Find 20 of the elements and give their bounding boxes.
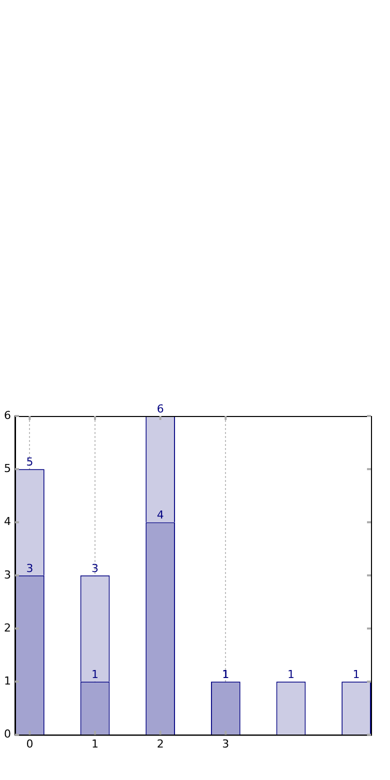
- data-label: 4: [156, 508, 164, 522]
- data-label: 1: [92, 668, 99, 682]
- x-tick-label: 1: [92, 737, 99, 750]
- total-label: 5: [26, 455, 34, 468]
- total-label: 3: [92, 562, 99, 575]
- x-tick-label: 0: [26, 737, 34, 750]
- y-tick-label: 4: [4, 515, 11, 528]
- y-tick-label: 0: [4, 728, 11, 741]
- total-label: 1: [222, 668, 230, 682]
- total-label: 6: [156, 402, 164, 416]
- data-label: 3: [26, 562, 34, 575]
- y-tick-label: 2: [4, 621, 11, 634]
- x-tick-label: 2: [156, 737, 164, 750]
- y-tick-label: 6: [4, 408, 11, 422]
- y-tick-label: 5: [4, 462, 11, 475]
- total-label: 1: [352, 668, 360, 682]
- y-tick-label: 3: [4, 568, 11, 582]
- total-label: 1: [287, 668, 294, 682]
- x-tick-label: 3: [222, 737, 230, 750]
- y-tick-label: 1: [4, 674, 11, 688]
